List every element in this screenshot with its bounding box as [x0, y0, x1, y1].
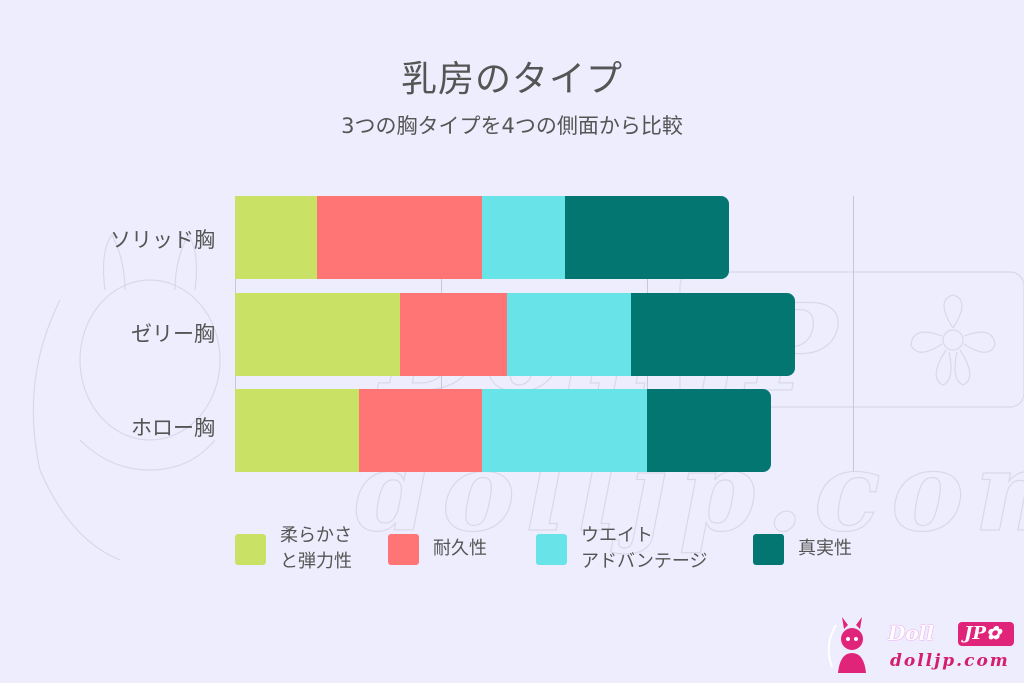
chart-title: 乳房のタイプ: [400, 59, 623, 100]
legend-label: ウエイト アドバンテージ: [581, 525, 708, 572]
bar-solid[interactable]: [235, 196, 730, 279]
legend-item-realism[interactable]: 真実性: [753, 523, 852, 575]
bar-segment[interactable]: [235, 293, 400, 376]
legend-swatch: [536, 533, 567, 565]
legend-label: 柔らかさ と弾力性: [280, 525, 352, 572]
legend-item-durability[interactable]: 耐久性: [388, 523, 487, 575]
bar-segment[interactable]: [317, 196, 483, 279]
logo-doll-text: Doll: [888, 621, 934, 645]
legend-item-weight-advantage[interactable]: ウエイト アドバンテージ: [536, 523, 708, 575]
bar-segment[interactable]: [358, 389, 483, 472]
bar-segment[interactable]: [399, 293, 507, 376]
bar-segment[interactable]: [630, 293, 796, 376]
brand-logo: Doll JP✿ dolljp.com: [820, 615, 1020, 677]
bar-hollow[interactable]: [235, 389, 771, 472]
legend-label: 耐久性: [433, 538, 487, 559]
bar-segment[interactable]: [235, 196, 318, 279]
legend-item-softness[interactable]: 柔らかさ と弾力性: [235, 523, 352, 575]
row-label-jelly: ゼリー胸: [131, 322, 215, 346]
legend-swatch: [388, 533, 419, 565]
bar-jelly[interactable]: [235, 293, 796, 376]
logo-url: dolljp.com: [890, 651, 1010, 671]
legend-swatch: [753, 533, 784, 565]
bar-segment[interactable]: [646, 389, 771, 472]
bar-segment[interactable]: [482, 389, 647, 472]
row-label-solid: ソリッド胸: [110, 228, 215, 252]
bar-segment[interactable]: [482, 196, 565, 279]
legend-label: 真実性: [798, 538, 852, 559]
legend-swatch: [235, 533, 266, 565]
bar-segment[interactable]: [564, 196, 730, 279]
bar-segment[interactable]: [506, 293, 631, 376]
bar-segment[interactable]: [235, 389, 359, 472]
row-label-hollow: ホロー胸: [131, 416, 215, 440]
gridline: [853, 196, 854, 471]
mascot-icon: [827, 617, 866, 673]
chart-subtitle: 3つの胸タイプを4つの側面から比較: [341, 114, 683, 138]
legend: 柔らかさ と弾力性 耐久性 ウエイト アドバンテージ 真実性: [0, 523, 1024, 583]
logo-jp-badge: JP✿: [958, 622, 1014, 646]
